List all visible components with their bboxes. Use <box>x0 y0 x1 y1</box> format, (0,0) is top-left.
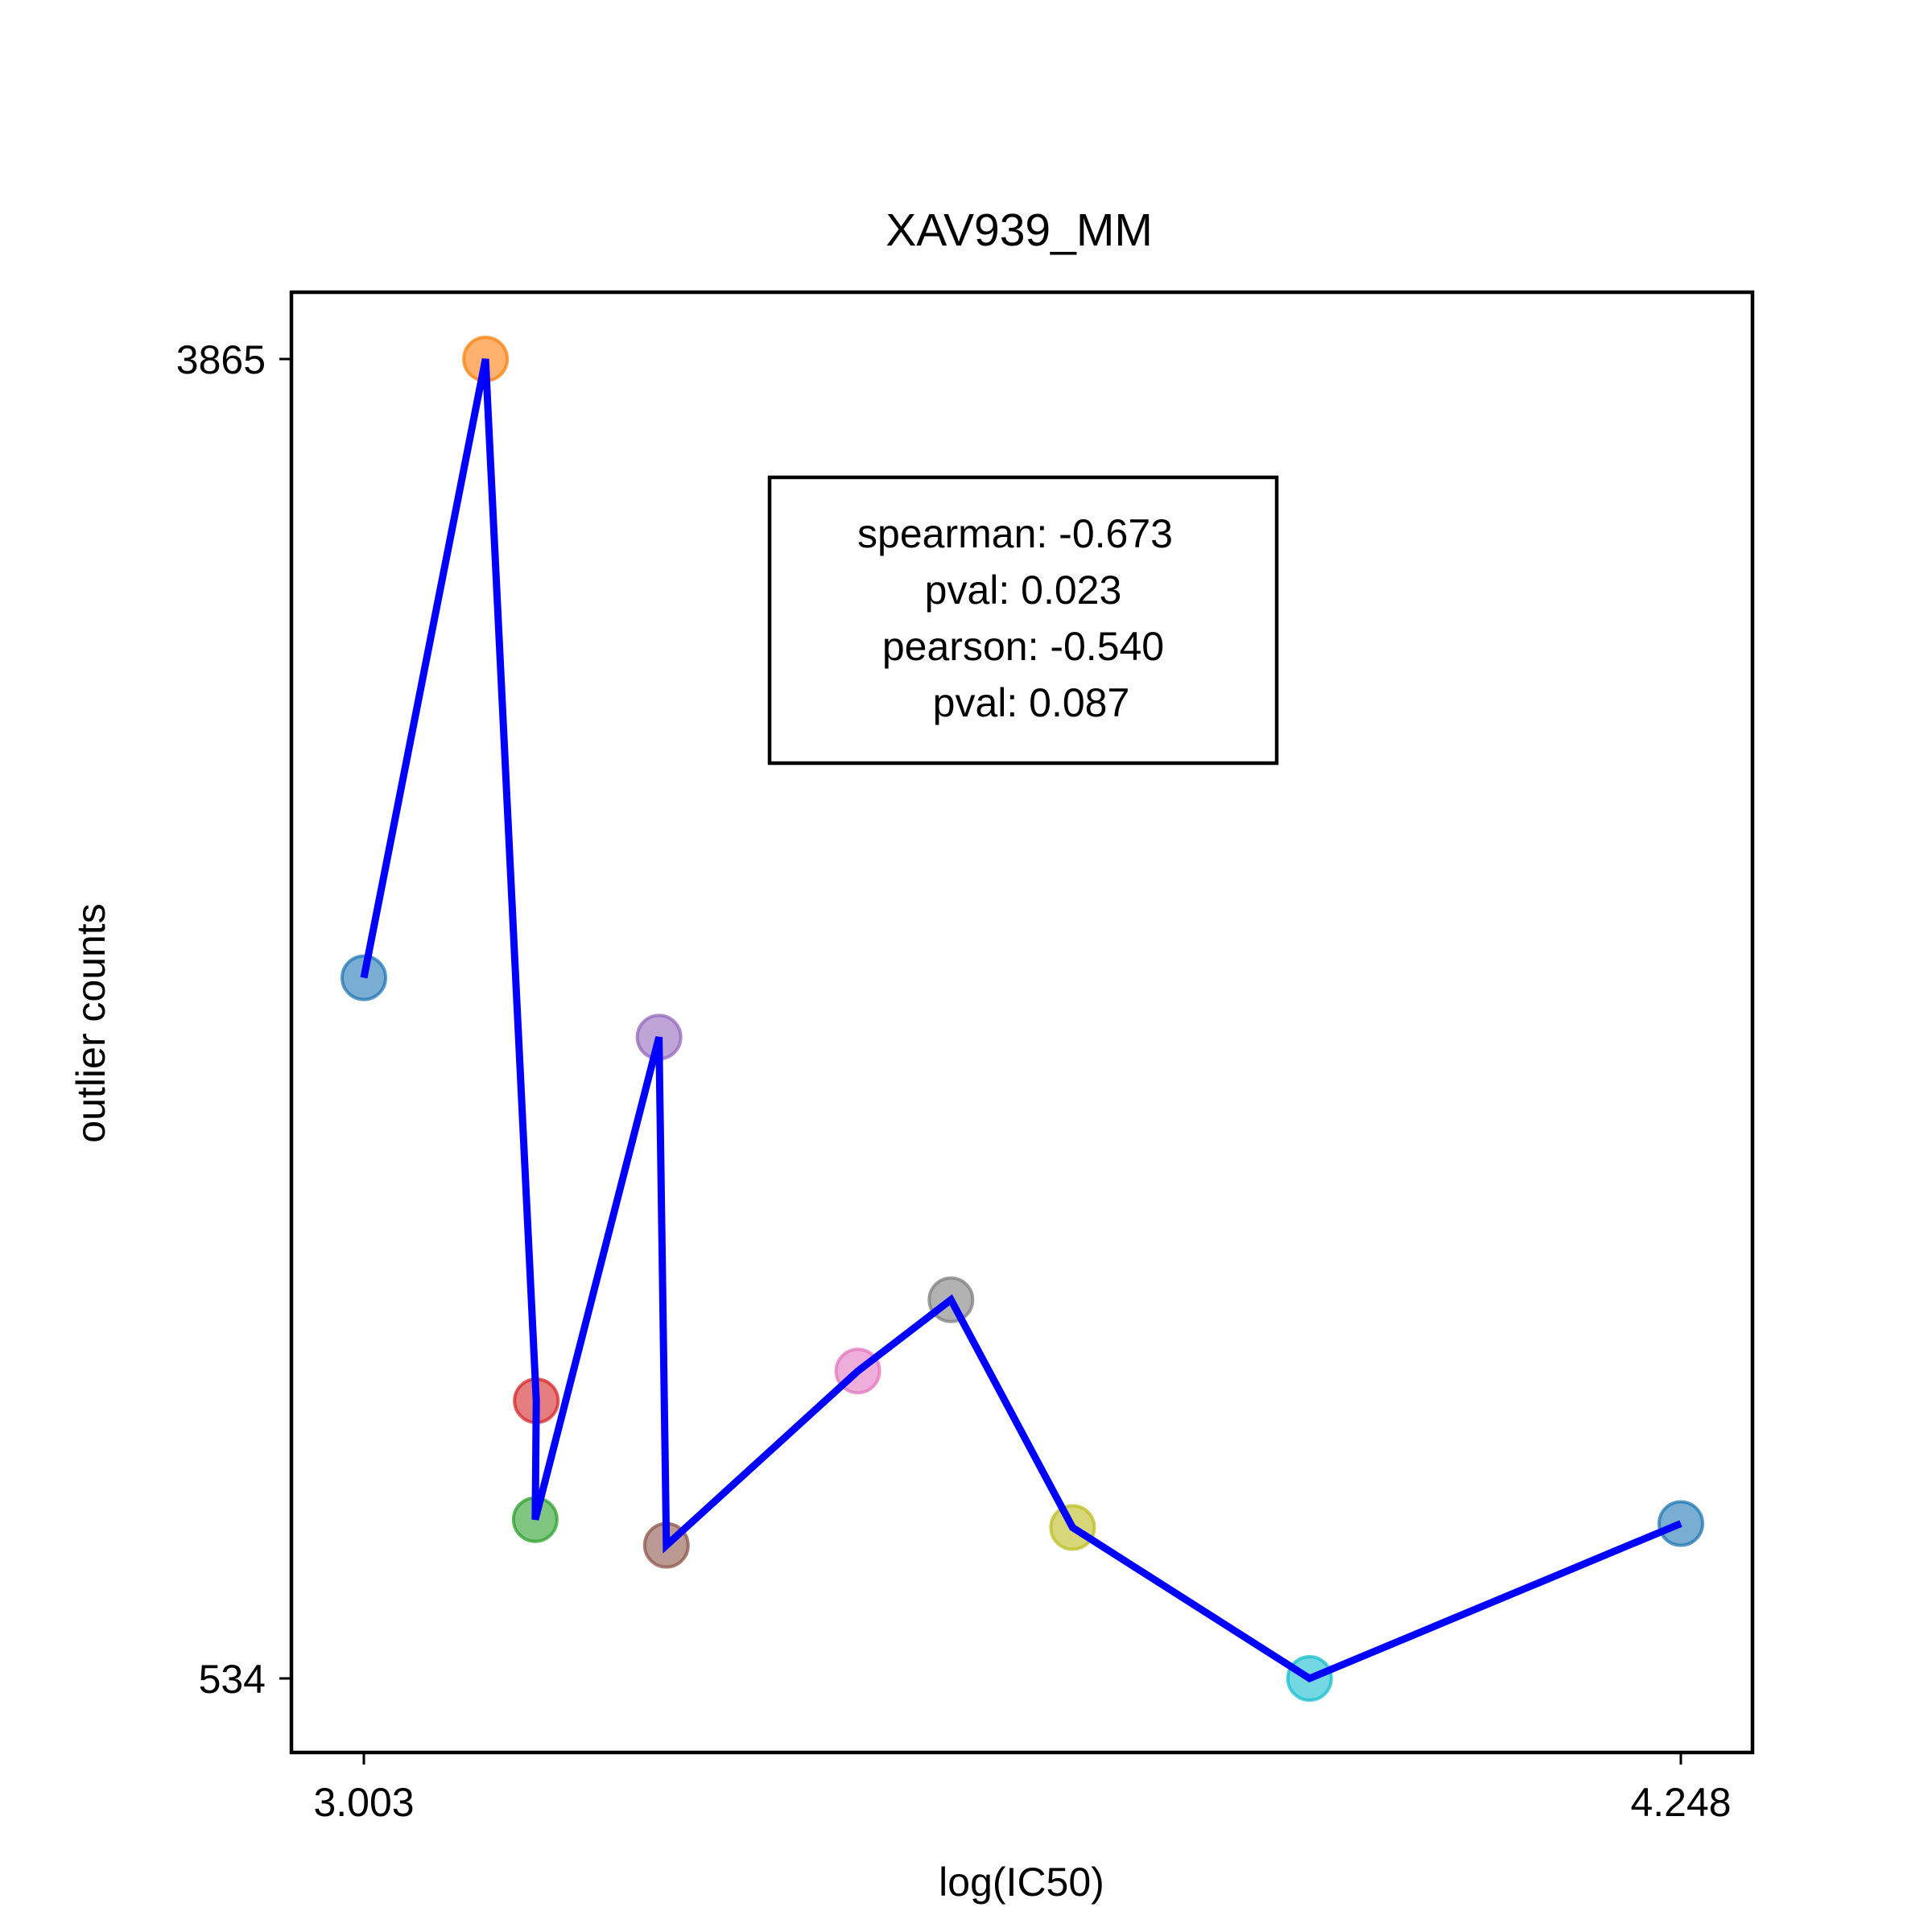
pearson-text: pearson: -0.540 <box>882 624 1164 669</box>
x-tick-label-right: 4.248 <box>1630 1780 1731 1825</box>
stats-box: spearman: -0.673 pval: 0.023 pearson: -0… <box>767 475 1279 766</box>
y-tick-label-bottom: 534 <box>199 1657 266 1702</box>
y-axis-label: outlier counts <box>68 903 114 1142</box>
axis-ticks <box>279 357 1682 1765</box>
plot-area-frame <box>289 290 1755 1755</box>
chart-title: XAV939_MM <box>886 204 1153 256</box>
stats-box-frame <box>767 475 1279 766</box>
pearson-pval-text: pval: 0.087 <box>933 680 1130 725</box>
y-tick-label-top: 3865 <box>176 337 266 382</box>
x-tick-label-left: 3.003 <box>313 1780 414 1825</box>
series-line <box>360 358 1682 1683</box>
spearman-pval-text: pval: 0.023 <box>925 568 1122 613</box>
spearman-text: spearman: -0.673 <box>857 511 1173 556</box>
x-axis-label: log(IC50) <box>939 1860 1104 1905</box>
